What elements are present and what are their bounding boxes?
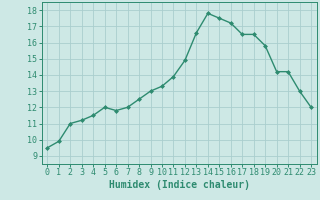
X-axis label: Humidex (Indice chaleur): Humidex (Indice chaleur) xyxy=(109,180,250,190)
